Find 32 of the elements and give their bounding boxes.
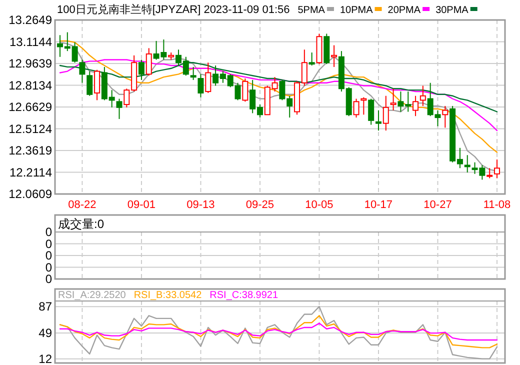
legend-label: 30PMA xyxy=(436,5,469,16)
y-tick-label: 12.3619 xyxy=(8,144,52,158)
legend-label: 20PMA xyxy=(388,5,421,16)
y-tick-label: 49 xyxy=(38,326,52,340)
y-tick-label: 12.2114 xyxy=(10,165,52,180)
legend: RSI_A:29.2520 RSI_B:33.0542 RSI_C:38.9921 xyxy=(58,290,278,301)
x-tick-label: 10-17 xyxy=(364,199,393,211)
x-tick-label: 10-05 xyxy=(305,199,334,211)
x-tick-label: 09-13 xyxy=(186,199,215,211)
text: 0 xyxy=(45,272,52,286)
legend-label: 10PMA xyxy=(340,5,374,16)
chart-title: 100日元兑南非兰特[JPYZAR] 2023-11-09 01:56 xyxy=(57,3,290,16)
x-tick-label: 11-08 xyxy=(483,199,511,211)
y-tick-label: 12 xyxy=(38,352,52,365)
y-tick-label: 12.8134 xyxy=(8,78,52,92)
y-tick-label: 13.1144 xyxy=(10,34,52,49)
text: 0 xyxy=(45,236,52,251)
y-tick-label: 87 xyxy=(38,300,52,314)
x-tick-label: 09-25 xyxy=(246,199,274,211)
y-tick-label: 13.2649 xyxy=(8,13,52,27)
y-tick-label: 12.9639 xyxy=(8,56,52,70)
text: 成交量:0 xyxy=(58,217,104,231)
legend-label: 5PMA xyxy=(298,5,326,16)
text: 0 xyxy=(45,260,52,274)
x-tick-label: 08-22 xyxy=(68,199,96,211)
text: 0 xyxy=(45,225,52,239)
y-tick-label: 12.5124 xyxy=(8,122,52,136)
text: 0 xyxy=(45,248,52,262)
y-tick-label: 12.0609 xyxy=(8,187,52,201)
y-tick-label: 12.6629 xyxy=(8,100,52,114)
x-tick-label: 10-27 xyxy=(424,199,452,211)
x-tick-label: 09-01 xyxy=(127,199,156,211)
